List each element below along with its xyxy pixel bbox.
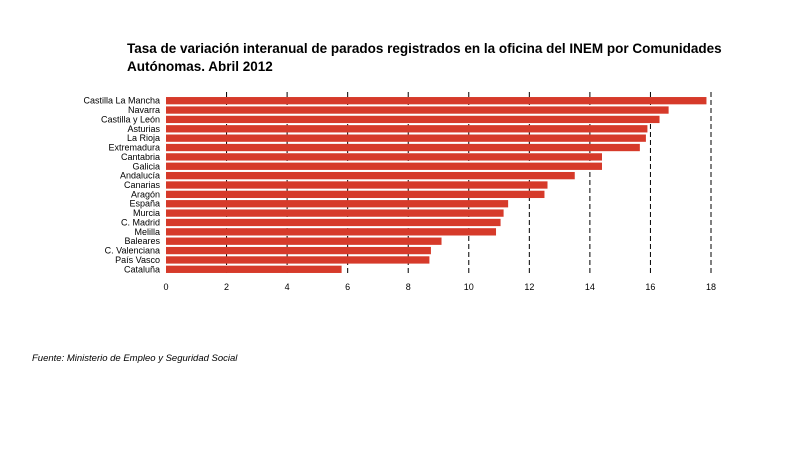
category-label-1: Navarra [128, 105, 160, 115]
bars [166, 97, 707, 273]
category-label-10: Aragón [131, 189, 160, 199]
x-axis-tick-labels: 0 2 4 6 8 10 12 14 16 18 [163, 282, 716, 292]
x-tick-14: 14 [585, 282, 595, 292]
bar-15 [166, 237, 442, 245]
x-tick-2: 2 [224, 282, 229, 292]
chart-title-line-1: Tasa de variación interanual de parados … [127, 41, 722, 56]
x-tick-8: 8 [406, 282, 411, 292]
category-label-12: Murcia [133, 208, 160, 218]
category-label-6: Cantabria [121, 152, 160, 162]
x-tick-16: 16 [645, 282, 655, 292]
bar-5 [166, 143, 640, 152]
category-label-15: Baleares [124, 236, 160, 246]
source-note: Fuente: Ministerio de Empleo y Seguridad… [32, 353, 238, 364]
bar-9 [166, 181, 548, 189]
bar-18 [166, 265, 342, 273]
bar-11 [166, 200, 509, 208]
x-tick-10: 10 [464, 282, 474, 292]
category-label-18: Cataluña [124, 264, 160, 274]
bar-3 [166, 125, 648, 133]
bar-16 [166, 246, 431, 255]
bar-14 [166, 228, 497, 236]
category-label-8: Andalucía [120, 171, 160, 181]
bar-1 [166, 106, 669, 114]
bar-17 [166, 256, 430, 264]
category-label-11: España [129, 199, 160, 209]
x-tick-4: 4 [285, 282, 290, 292]
category-label-16: C. Valenciana [105, 246, 160, 256]
category-label-3: Asturias [127, 124, 160, 134]
chart-title-line-2: Autónomas. Abril 2012 [127, 59, 273, 74]
category-label-2: Castilla y León [101, 114, 160, 124]
bar-8 [166, 171, 575, 180]
x-tick-6: 6 [345, 282, 350, 292]
bar-7 [166, 162, 602, 170]
category-label-13: C. Madrid [121, 217, 160, 227]
bar-4 [166, 134, 646, 142]
chart-title: Tasa de variación interanual de parados … [127, 40, 727, 76]
bar-6 [166, 153, 602, 161]
category-label-0: Castilla La Mancha [83, 96, 160, 106]
x-tick-0: 0 [163, 282, 168, 292]
bar-10 [166, 190, 545, 199]
bar-0 [166, 97, 707, 105]
bar-2 [166, 115, 660, 124]
category-label-17: País Vasco [115, 255, 160, 265]
category-label-7: Galicia [132, 161, 160, 171]
x-tick-12: 12 [524, 282, 534, 292]
x-tick-18: 18 [706, 282, 716, 292]
category-label-5: Extremadura [108, 143, 160, 153]
bar-13 [166, 218, 501, 227]
category-label-9: Canarias [124, 180, 161, 190]
category-label-14: Melilla [134, 227, 160, 237]
category-label-4: La Rioja [127, 133, 160, 143]
bar-12 [166, 209, 504, 217]
